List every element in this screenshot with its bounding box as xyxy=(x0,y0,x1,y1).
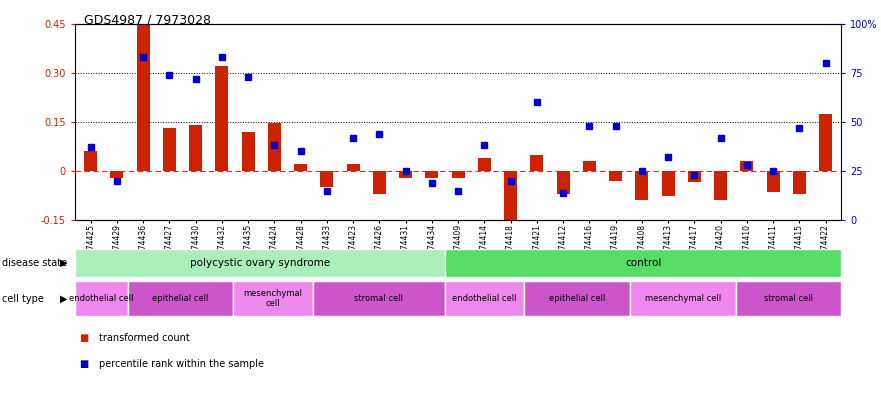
Bar xyxy=(504,171,517,225)
Bar xyxy=(373,171,386,194)
Bar xyxy=(736,281,841,316)
Bar xyxy=(662,171,675,195)
Bar xyxy=(137,20,150,171)
Text: disease state: disease state xyxy=(2,258,67,268)
Text: stromal cell: stromal cell xyxy=(764,294,813,303)
Bar xyxy=(583,161,596,171)
Text: cell type: cell type xyxy=(2,294,44,304)
Text: percentile rank within the sample: percentile rank within the sample xyxy=(99,358,263,369)
Text: epithelial cell: epithelial cell xyxy=(549,294,605,303)
Text: GDS4987 / 7973028: GDS4987 / 7973028 xyxy=(84,14,211,27)
Bar xyxy=(714,171,727,200)
Bar xyxy=(452,171,464,178)
Bar xyxy=(346,164,359,171)
Bar xyxy=(635,171,648,200)
Text: mesenchymal cell: mesenchymal cell xyxy=(645,294,721,303)
Text: endothelial cell: endothelial cell xyxy=(69,294,134,303)
Bar xyxy=(75,281,128,316)
Bar xyxy=(630,281,736,316)
Bar xyxy=(294,164,307,171)
Text: ■: ■ xyxy=(79,358,88,369)
Bar xyxy=(740,161,753,171)
Bar xyxy=(128,281,233,316)
Bar xyxy=(163,129,176,171)
Bar xyxy=(766,171,780,192)
Bar xyxy=(524,281,630,316)
Bar xyxy=(793,171,806,194)
Bar xyxy=(478,158,491,171)
Text: ▶: ▶ xyxy=(60,294,68,304)
Bar xyxy=(75,249,445,277)
Bar xyxy=(399,171,412,178)
Bar xyxy=(530,154,544,171)
Bar xyxy=(819,114,833,171)
Text: epithelial cell: epithelial cell xyxy=(152,294,209,303)
Bar xyxy=(609,171,622,181)
Bar xyxy=(233,281,313,316)
Text: polycystic ovary syndrome: polycystic ovary syndrome xyxy=(189,258,330,268)
Bar xyxy=(110,171,123,178)
Bar xyxy=(688,171,701,182)
Bar xyxy=(268,123,281,171)
Bar xyxy=(426,171,439,178)
Text: endothelial cell: endothelial cell xyxy=(452,294,517,303)
Bar xyxy=(84,151,97,171)
Bar xyxy=(241,132,255,171)
Bar xyxy=(189,125,203,171)
Text: stromal cell: stromal cell xyxy=(354,294,403,303)
Bar xyxy=(445,249,841,277)
Text: transformed count: transformed count xyxy=(99,333,189,343)
Text: control: control xyxy=(625,258,662,268)
Text: mesenchymal
cell: mesenchymal cell xyxy=(244,289,302,309)
Bar xyxy=(445,281,524,316)
Text: ▶: ▶ xyxy=(60,258,68,268)
Bar xyxy=(321,171,333,187)
Bar xyxy=(557,171,570,194)
Bar xyxy=(313,281,445,316)
Text: ■: ■ xyxy=(79,333,88,343)
Bar xyxy=(215,66,228,171)
